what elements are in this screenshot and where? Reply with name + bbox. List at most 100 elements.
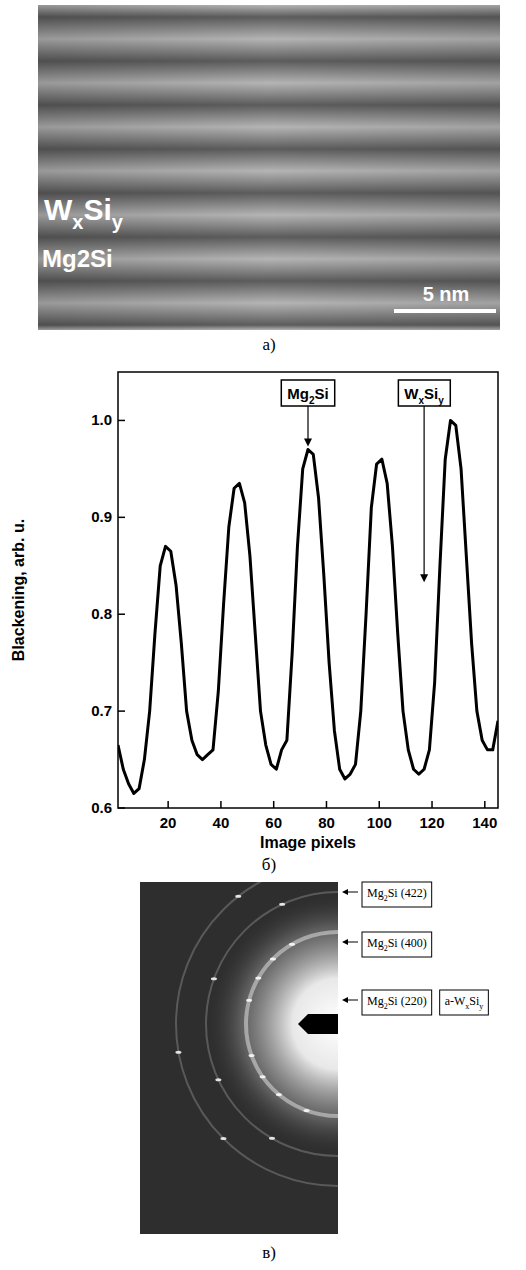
- diffraction-spot: [246, 999, 252, 1002]
- x-tick-label: 40: [213, 814, 230, 831]
- ring-label: a-WxSiy: [440, 990, 489, 1015]
- ring-label-text: Mg2Si (220): [367, 994, 427, 1011]
- y-tick-label: 1.0: [91, 411, 112, 428]
- text-part: y: [438, 395, 444, 406]
- diffraction-spot: [235, 895, 241, 898]
- tem-shading: [38, 5, 500, 330]
- ring-label-box: [362, 990, 432, 1015]
- text-part: W: [404, 385, 419, 402]
- x-tick-label: 60: [265, 814, 282, 831]
- text-part: Si (400): [388, 936, 427, 950]
- text-part: Si (220): [388, 994, 427, 1008]
- x-tick: [326, 801, 328, 808]
- tem-image: WxSiy Mg2Si 5 nm: [38, 5, 500, 330]
- layer-label: WxSiy: [44, 193, 124, 233]
- x-tick: [167, 801, 169, 808]
- y-tick: [118, 517, 125, 519]
- figure: WxSiyMg2Si5 nma)204060801001201400.60.70…: [0, 0, 526, 1270]
- diffraction-spot: [175, 1051, 181, 1054]
- central-glow: [208, 894, 338, 1154]
- diffraction-ring: [206, 892, 338, 1156]
- diffraction-spot: [304, 1109, 310, 1112]
- text-part: x: [72, 211, 83, 233]
- text-part: a-W: [445, 994, 466, 1008]
- text-part: Mg: [367, 886, 384, 900]
- y-tick-label: 0.6: [91, 799, 112, 816]
- text-part: Si (422): [388, 886, 427, 900]
- x-tick-label: 80: [318, 814, 335, 831]
- diffraction-image: [140, 882, 338, 1234]
- tem-layers: [38, 5, 500, 330]
- text-part: Mg2Si: [42, 245, 113, 272]
- x-tick-label: 140: [472, 814, 497, 831]
- scale-bar: [394, 309, 496, 313]
- text-part: Mg: [367, 936, 384, 950]
- annotation-arrow: [424, 406, 425, 575]
- y-tick-label: 0.8: [91, 605, 112, 622]
- x-tick-label: 120: [420, 814, 445, 831]
- annotation-box: [281, 380, 334, 406]
- annotation-arrowhead: [304, 439, 312, 447]
- panel-letter: a): [262, 335, 275, 354]
- layer-label: Mg2Si: [42, 245, 113, 272]
- text-part: Mg: [287, 385, 309, 402]
- ring-label-box: [362, 882, 432, 907]
- x-tick-label: 20: [160, 814, 177, 831]
- diffraction-spot: [255, 977, 261, 980]
- annotation-label: Mg2Si: [287, 385, 328, 406]
- annotation-arrow: [307, 406, 308, 440]
- panel-letter: б): [262, 855, 276, 874]
- diffraction-spot: [279, 903, 285, 906]
- y-tick: [118, 807, 125, 809]
- diffraction-spot: [276, 1093, 282, 1096]
- diffraction-spot: [211, 977, 217, 980]
- diffraction-spot: [249, 1054, 255, 1057]
- line-chart: 20 40 60 80 100 120 140 0.6 0.7 0.8 0.9 1.0 Image pi…: [10, 372, 498, 851]
- y-tick-label: 0.7: [91, 702, 112, 719]
- y-tick: [118, 613, 125, 615]
- diffraction-ring: [246, 932, 338, 1116]
- x-tick-label: 100: [367, 814, 392, 831]
- diffraction-ring: [176, 882, 338, 1186]
- diffraction-spot: [269, 1137, 275, 1140]
- x-tick: [220, 801, 222, 808]
- ring-label: Mg2Si (422): [362, 882, 432, 907]
- y-axis-title: Blackening, arb. u.: [10, 519, 27, 661]
- annotation-arrowhead: [420, 574, 428, 582]
- ring-label-box: [362, 932, 432, 957]
- text-part: Mg: [367, 994, 384, 1008]
- ring-label-text: a-WxSiy: [445, 994, 484, 1011]
- x-tick: [484, 801, 486, 808]
- y-tick: [118, 710, 125, 712]
- text-part: Si: [424, 385, 438, 402]
- ring-label-text: Mg2Si (422): [367, 886, 427, 903]
- x-axis-title: Image pixels: [260, 834, 356, 851]
- x-tick: [431, 801, 433, 808]
- plot-frame: [118, 372, 498, 808]
- x-tick: [379, 801, 381, 808]
- ring-label-box: [440, 990, 489, 1015]
- plot-area: [118, 420, 498, 793]
- y-tick-label: 0.9: [91, 508, 112, 525]
- annotation: Mg2Si: [281, 380, 334, 447]
- ring-arrowhead: [342, 997, 348, 1003]
- diffraction-spot: [270, 957, 276, 960]
- diffraction-spot: [260, 1075, 266, 1078]
- diffraction-spot: [215, 1078, 221, 1081]
- diffraction-spot: [220, 1137, 226, 1140]
- panel-letter: в): [262, 1243, 276, 1262]
- diffraction-spot: [289, 943, 295, 946]
- beam-stop: [298, 1014, 338, 1034]
- ring-arrowhead: [342, 889, 348, 895]
- scale-bar-label: 5 nm: [423, 283, 470, 305]
- text-part: y: [112, 211, 124, 233]
- profile-line: [118, 420, 498, 793]
- annotation-box: [398, 380, 450, 406]
- x-tick: [273, 801, 275, 808]
- text-part: Si: [83, 193, 111, 226]
- annotation: WxSiy: [398, 380, 450, 582]
- ring-arrowhead: [342, 939, 348, 945]
- y-tick: [118, 420, 125, 422]
- ring-label-text: Mg2Si (400): [367, 936, 427, 953]
- text-part: W: [44, 193, 73, 226]
